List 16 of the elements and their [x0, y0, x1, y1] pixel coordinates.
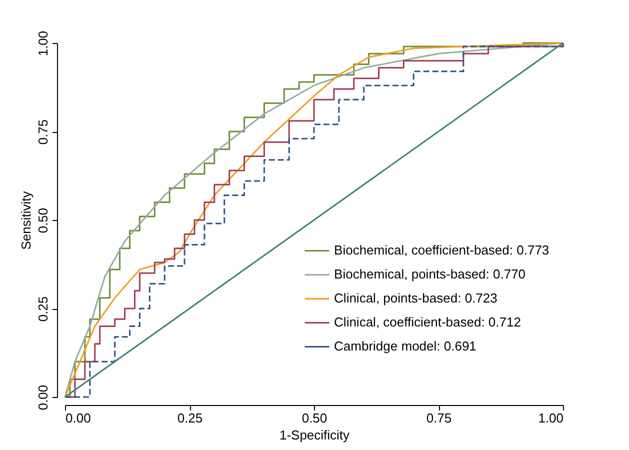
x-tick-label: 0.50: [302, 410, 328, 426]
legend-label: Clinical, points-based: 0.723: [334, 290, 498, 306]
x-tick-label: 0.75: [426, 410, 452, 426]
y-tick-label: 1.00: [36, 30, 50, 56]
x-tick-label: 0.25: [177, 410, 203, 426]
y-axis-title: Sensitivity: [18, 190, 34, 250]
y-tick-label: 0.75: [36, 119, 50, 145]
x-axis-title: 1-Specificity: [279, 428, 350, 442]
legend-label: Clinical, coefficient-based: 0.712: [334, 314, 521, 330]
x-tick-label: 0.00: [66, 410, 91, 426]
y-tick-label: 0.50: [36, 208, 50, 234]
legend-label: Biochemical, coefficient-based: 0.773: [334, 242, 550, 258]
y-tick-label: 0.25: [36, 296, 50, 322]
legend-label: Cambridge model: 0.691: [334, 338, 476, 354]
legend-label: Biochemical, points-based: 0.770: [334, 266, 526, 282]
x-tick-label: 1.00: [538, 410, 564, 426]
